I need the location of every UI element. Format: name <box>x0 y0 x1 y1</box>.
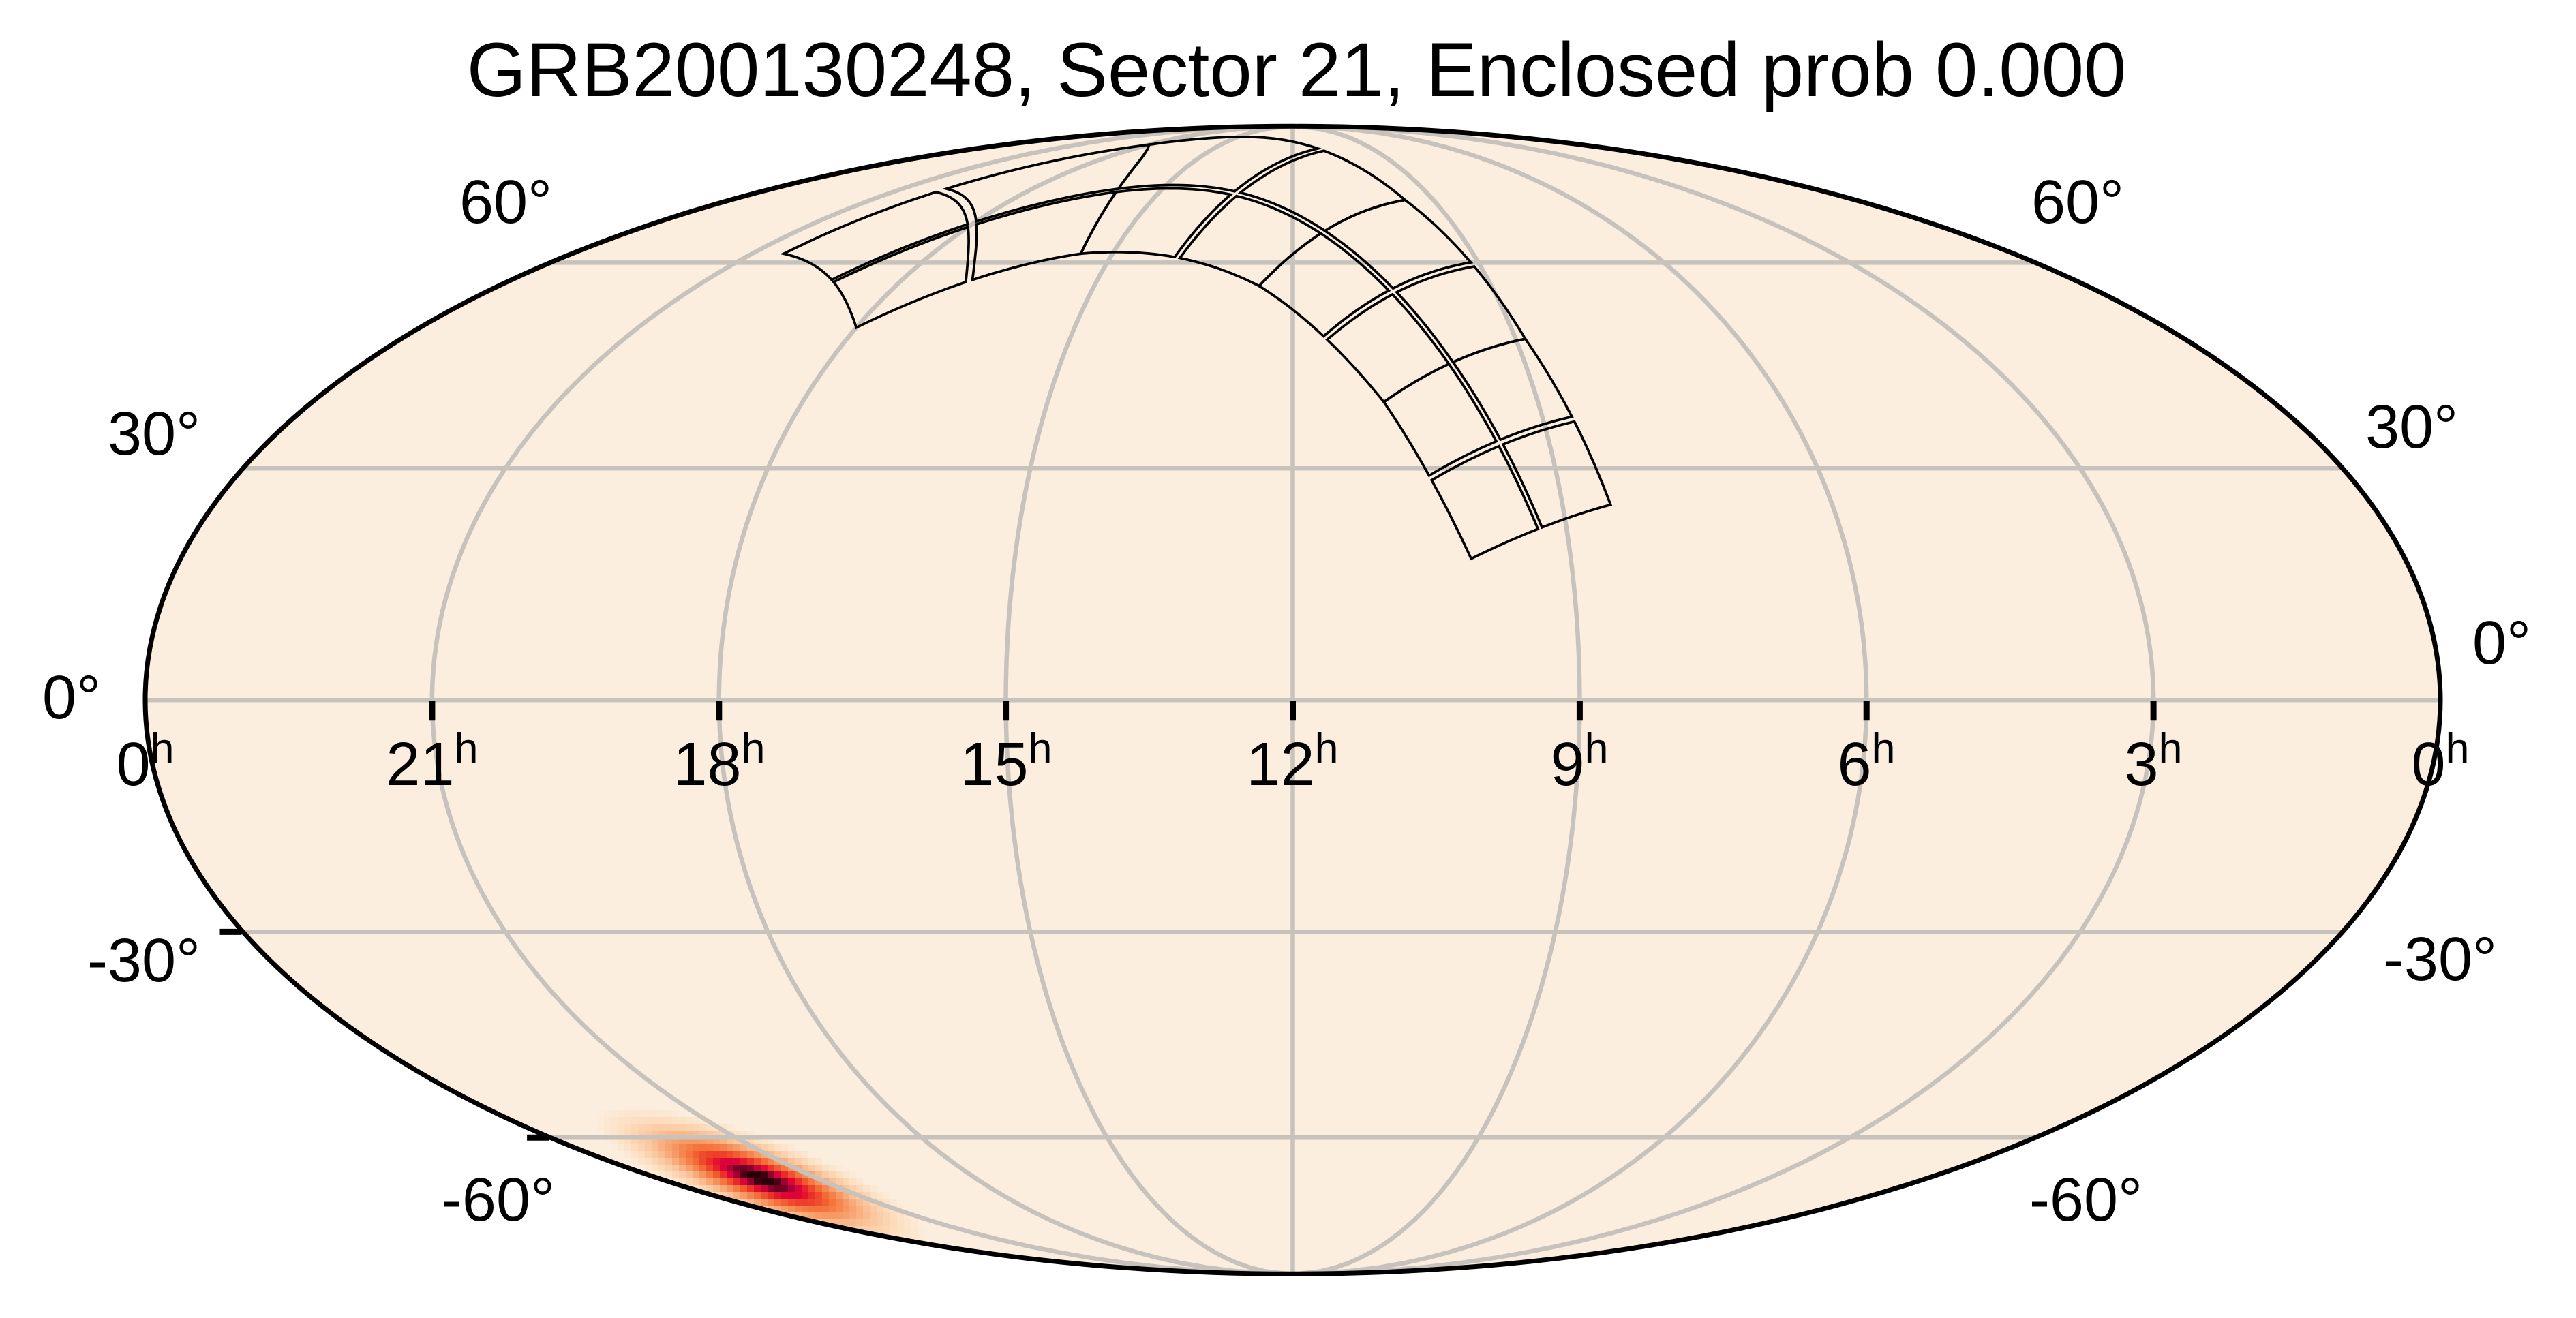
svg-text:30°: 30° <box>108 400 200 468</box>
svg-text:-30°: -30° <box>2384 925 2497 994</box>
svg-text:0°: 0° <box>2472 609 2531 677</box>
svg-text:12h: 12h <box>1246 725 1338 799</box>
svg-text:-60°: -60° <box>2029 1166 2142 1234</box>
svg-text:15h: 15h <box>960 725 1052 799</box>
svg-text:GRB200130248, Sector 21, Enclo: GRB200130248, Sector 21, Enclosed prob 0… <box>467 27 2127 112</box>
svg-text:60°: 60° <box>2031 168 2124 236</box>
svg-text:-30°: -30° <box>87 927 200 995</box>
svg-text:0h: 0h <box>116 725 174 799</box>
svg-text:-60°: -60° <box>442 1166 555 1234</box>
svg-text:60°: 60° <box>459 168 552 236</box>
svg-text:0°: 0° <box>42 664 101 732</box>
svg-text:30°: 30° <box>2365 393 2458 461</box>
